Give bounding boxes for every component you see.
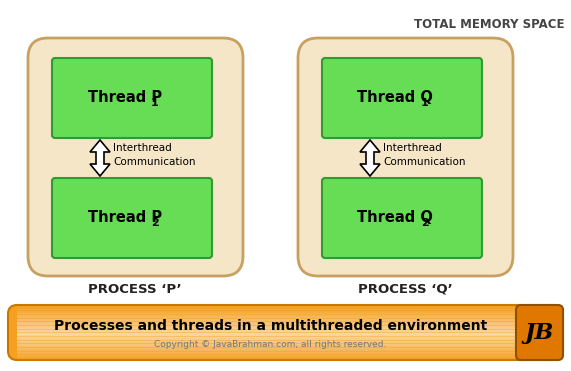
Bar bbox=[17, 353, 554, 355]
Text: Thread P: Thread P bbox=[88, 91, 162, 105]
Text: 2: 2 bbox=[421, 218, 429, 228]
Bar bbox=[17, 331, 554, 334]
Text: PROCESS ‘Q’: PROCESS ‘Q’ bbox=[357, 283, 452, 296]
Bar bbox=[17, 349, 554, 351]
Bar bbox=[17, 339, 554, 342]
Text: Communication: Communication bbox=[383, 157, 465, 167]
Bar bbox=[17, 323, 554, 325]
Bar bbox=[17, 319, 554, 321]
Text: 1: 1 bbox=[421, 98, 429, 108]
Text: Thread Q: Thread Q bbox=[357, 210, 433, 226]
Bar bbox=[17, 332, 554, 335]
Bar bbox=[17, 336, 554, 339]
FancyBboxPatch shape bbox=[28, 38, 243, 276]
Bar bbox=[17, 345, 554, 347]
Text: Thread Q: Thread Q bbox=[357, 91, 433, 105]
Bar bbox=[17, 350, 554, 353]
FancyBboxPatch shape bbox=[52, 58, 212, 138]
Bar bbox=[17, 320, 554, 322]
Bar bbox=[17, 312, 554, 314]
Text: TOTAL MEMORY SPACE: TOTAL MEMORY SPACE bbox=[415, 18, 565, 31]
Bar bbox=[17, 322, 554, 324]
FancyBboxPatch shape bbox=[322, 178, 482, 258]
Bar bbox=[17, 308, 554, 310]
Bar bbox=[17, 352, 554, 354]
Text: Interthread: Interthread bbox=[383, 143, 442, 153]
Text: Communication: Communication bbox=[113, 157, 195, 167]
Bar bbox=[17, 327, 554, 329]
Bar bbox=[17, 306, 554, 309]
Bar bbox=[17, 335, 554, 338]
FancyBboxPatch shape bbox=[8, 305, 563, 360]
FancyBboxPatch shape bbox=[52, 178, 212, 258]
Text: 2: 2 bbox=[151, 218, 159, 228]
FancyBboxPatch shape bbox=[516, 305, 563, 360]
Bar bbox=[17, 315, 554, 317]
Polygon shape bbox=[360, 140, 380, 176]
Bar bbox=[17, 311, 554, 313]
Bar bbox=[17, 341, 554, 343]
Text: PROCESS ‘P’: PROCESS ‘P’ bbox=[88, 283, 182, 296]
FancyBboxPatch shape bbox=[322, 58, 482, 138]
Bar bbox=[17, 330, 554, 332]
Bar bbox=[17, 355, 554, 357]
Text: Copyright © JavaBrahman.com, all rights reserved.: Copyright © JavaBrahman.com, all rights … bbox=[154, 340, 387, 349]
Bar bbox=[17, 328, 554, 331]
Bar bbox=[17, 338, 554, 340]
Bar bbox=[17, 357, 554, 359]
Bar bbox=[17, 317, 554, 320]
Bar bbox=[17, 313, 554, 316]
Bar bbox=[17, 309, 554, 312]
Text: Interthread: Interthread bbox=[113, 143, 172, 153]
Text: JB: JB bbox=[525, 322, 554, 344]
Polygon shape bbox=[90, 140, 110, 176]
Bar bbox=[17, 324, 554, 326]
Bar bbox=[17, 344, 554, 346]
Text: 1: 1 bbox=[151, 98, 159, 108]
Bar bbox=[17, 334, 554, 336]
Bar bbox=[17, 326, 554, 328]
Bar bbox=[17, 342, 554, 345]
Bar bbox=[17, 356, 554, 358]
Text: Thread P: Thread P bbox=[88, 210, 162, 226]
FancyBboxPatch shape bbox=[298, 38, 513, 276]
Bar bbox=[17, 346, 554, 349]
Bar bbox=[17, 305, 554, 308]
Bar bbox=[17, 316, 554, 318]
Bar bbox=[17, 348, 554, 350]
Bar bbox=[17, 359, 554, 361]
Text: Processes and threads in a multithreaded environment: Processes and threads in a multithreaded… bbox=[54, 319, 487, 333]
